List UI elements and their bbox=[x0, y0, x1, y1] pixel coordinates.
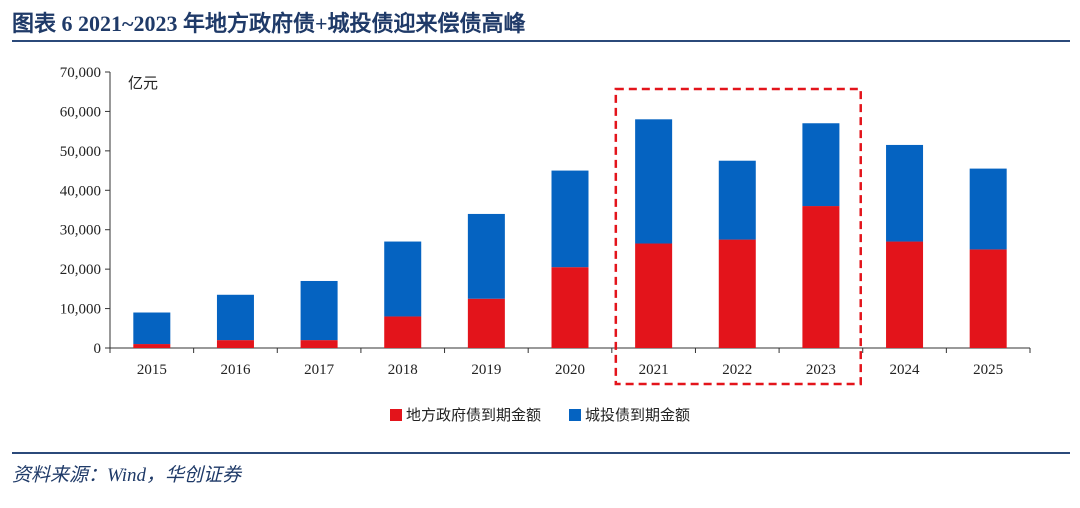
legend-item-lgfv: 城投债到期金额 bbox=[569, 404, 690, 425]
bar-lgfv bbox=[635, 119, 673, 244]
bar-lgfv bbox=[551, 170, 589, 268]
y-tick-label: 70,000 bbox=[60, 65, 101, 81]
y-tick-label: 50,000 bbox=[60, 144, 101, 160]
y-tick-label: 60,000 bbox=[60, 104, 101, 120]
bar-lgfv bbox=[969, 168, 1007, 250]
bar-gov bbox=[216, 340, 254, 348]
x-tick-label: 2017 bbox=[304, 362, 335, 378]
bar-gov bbox=[802, 206, 840, 348]
bar-lgfv bbox=[216, 294, 254, 341]
y-tick-label: 40,000 bbox=[60, 183, 101, 199]
bar-gov bbox=[467, 298, 505, 348]
bar-gov bbox=[300, 340, 338, 348]
footer-divider bbox=[12, 452, 1070, 454]
bar-lgfv bbox=[300, 280, 338, 341]
x-tick-label: 2025 bbox=[973, 362, 1003, 378]
bar-gov bbox=[886, 241, 924, 348]
x-tick-label: 2021 bbox=[639, 362, 669, 378]
x-tick-label: 2022 bbox=[722, 362, 752, 378]
x-tick-label: 2015 bbox=[137, 362, 167, 378]
y-unit-label: 亿元 bbox=[128, 74, 158, 92]
legend-label-gov: 地方政府债到期金额 bbox=[405, 408, 541, 424]
legend-label-lgfv: 城投债到期金额 bbox=[585, 408, 691, 424]
bar-gov bbox=[969, 249, 1007, 348]
highlight-box bbox=[614, 87, 862, 386]
bar-gov bbox=[384, 316, 422, 348]
bar-lgfv bbox=[384, 241, 422, 317]
x-tick-label: 2018 bbox=[388, 362, 418, 378]
title-divider bbox=[12, 40, 1070, 42]
legend-swatch-lgfv bbox=[569, 408, 581, 421]
bar-lgfv bbox=[467, 213, 505, 299]
x-tick-label: 2024 bbox=[890, 362, 921, 378]
y-tick-label: 30,000 bbox=[60, 223, 101, 239]
bar-lgfv bbox=[718, 160, 756, 240]
x-tick-label: 2016 bbox=[220, 362, 251, 378]
y-tick-label: 10,000 bbox=[60, 302, 101, 318]
x-tick-label: 2019 bbox=[471, 362, 501, 378]
bar-gov bbox=[718, 239, 756, 348]
source-note: 资料来源：Wind，华创证券 bbox=[12, 465, 242, 486]
x-tick-label: 2023 bbox=[806, 362, 836, 378]
bar-gov bbox=[133, 344, 171, 348]
bar-lgfv bbox=[802, 123, 840, 207]
legend-swatch-gov bbox=[389, 408, 402, 421]
y-tick-label: 0 bbox=[94, 341, 102, 357]
bar-gov bbox=[635, 243, 673, 348]
legend: 地方政府债到期金额 城投债到期金额 bbox=[0, 404, 1080, 425]
legend-item-gov: 地方政府债到期金额 bbox=[389, 404, 541, 425]
bar-gov bbox=[551, 267, 589, 348]
bar-lgfv bbox=[886, 144, 924, 242]
y-tick-label: 20,000 bbox=[60, 262, 101, 278]
figure-title: 图表 6 2021~2023 年地方政府债+城投债迎来偿债高峰 bbox=[12, 11, 526, 36]
stacked-bar-chart: 0 10,000 20,000 30,000 40,000 50,000 60,000 70,… bbox=[60, 65, 1031, 386]
bar-lgfv bbox=[133, 312, 171, 345]
x-tick-label: 2020 bbox=[555, 362, 585, 378]
